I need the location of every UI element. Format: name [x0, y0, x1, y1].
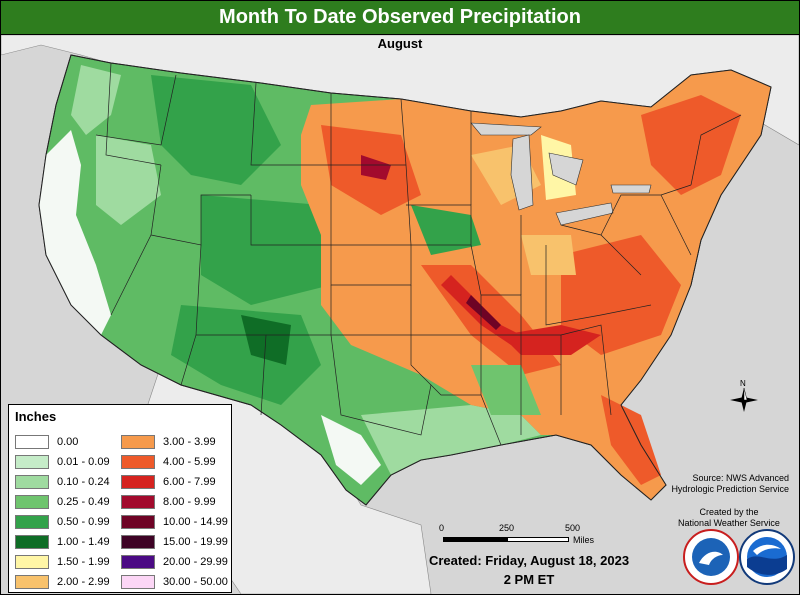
legend-label: 0.25 - 0.49: [57, 496, 110, 508]
legend-swatch: [121, 515, 155, 529]
credit-note: Created by the National Weather Service: [669, 507, 789, 529]
legend-item: 0.25 - 0.49: [15, 495, 110, 509]
legend-swatch: [15, 455, 49, 469]
legend-item: 1.50 - 1.99: [15, 555, 110, 569]
source-line: Source: NWS Advanced: [692, 473, 789, 483]
scale-tick-label: 250: [499, 523, 515, 533]
legend-item: 0.00: [15, 435, 78, 449]
compass-rose-icon: N: [730, 379, 758, 412]
legend-swatch: [121, 555, 155, 569]
noaa-logo: [739, 529, 795, 585]
legend: Inches 0.00 0.01 - 0.09 0.10 - 0.24 0.25…: [8, 404, 232, 593]
legend-swatch: [121, 455, 155, 469]
legend-swatch: [15, 535, 49, 549]
legend-item: 8.00 - 9.99: [121, 495, 216, 509]
legend-label: 6.00 - 7.99: [163, 476, 216, 488]
legend-item: 20.00 - 29.99: [121, 555, 228, 569]
legend-label: 8.00 - 9.99: [163, 496, 216, 508]
legend-label: 1.00 - 1.49: [57, 536, 110, 548]
legend-label: 10.00 - 14.99: [163, 516, 228, 528]
scale-bar: 0 250 500 Miles: [429, 523, 629, 553]
legend-item: 6.00 - 7.99: [121, 475, 216, 489]
legend-swatch: [121, 435, 155, 449]
legend-label: 0.01 - 0.09: [57, 456, 110, 468]
legend-swatch: [121, 475, 155, 489]
legend-title: Inches: [15, 409, 57, 424]
legend-swatch: [15, 435, 49, 449]
credit-line: National Weather Service: [678, 518, 780, 528]
legend-swatch: [121, 535, 155, 549]
legend-label: 0.50 - 0.99: [57, 516, 110, 528]
legend-label: 4.00 - 5.99: [163, 456, 216, 468]
legend-swatch: [15, 575, 49, 589]
compass-north-label: N: [740, 379, 746, 388]
legend-item: 0.50 - 0.99: [15, 515, 110, 529]
legend-label: 3.00 - 3.99: [163, 436, 216, 448]
map-title: Month To Date Observed Precipitation: [219, 6, 581, 28]
legend-swatch: [121, 575, 155, 589]
scale-tick-label: 0: [439, 523, 445, 533]
legend-label: 1.50 - 1.99: [57, 556, 110, 568]
legend-label: 20.00 - 29.99: [163, 556, 228, 568]
legend-label: 0.10 - 0.24: [57, 476, 110, 488]
heavy-rain-zone: [301, 70, 771, 500]
scale-tick-label: 500: [565, 523, 581, 533]
created-time: 2 PM ET: [503, 572, 555, 587]
legend-swatch: [15, 555, 49, 569]
title-bar: Month To Date Observed Precipitation: [1, 1, 799, 35]
credit-line: Created by the: [699, 507, 759, 517]
legend-item: 0.10 - 0.24: [15, 475, 110, 489]
legend-label: 15.00 - 19.99: [163, 536, 228, 548]
legend-item: 10.00 - 14.99: [121, 515, 228, 529]
legend-label: 30.00 - 50.00: [163, 576, 228, 588]
map-subtitle: August: [377, 36, 423, 51]
legend-swatch: [121, 495, 155, 509]
nws-logo: [683, 529, 739, 585]
legend-label: 0.00: [57, 436, 79, 448]
created-date: Created: Friday, August 18, 2023: [428, 553, 630, 568]
legend-swatch: [15, 495, 49, 509]
legend-item: 2.00 - 2.99: [15, 575, 110, 589]
precipitation-map: [1, 35, 799, 594]
legend-item: 4.00 - 5.99: [121, 455, 216, 469]
state-borders: [95, 62, 742, 446]
legend-swatch: [15, 475, 49, 489]
source-line: Hydrologic Prediction Service: [671, 484, 789, 494]
great-lakes: [470, 122, 542, 136]
legend-item: 1.00 - 1.49: [15, 535, 110, 549]
legend-item: 30.00 - 50.00: [121, 575, 228, 589]
legend-swatch: [15, 515, 49, 529]
legend-item: 0.01 - 0.09: [15, 455, 110, 469]
source-note: Source: NWS Advanced Hydrologic Predicti…: [641, 473, 789, 495]
scale-unit: Miles: [573, 535, 595, 545]
legend-item: 3.00 - 3.99: [121, 435, 216, 449]
legend-item: 15.00 - 19.99: [121, 535, 228, 549]
legend-label: 2.00 - 2.99: [57, 576, 110, 588]
